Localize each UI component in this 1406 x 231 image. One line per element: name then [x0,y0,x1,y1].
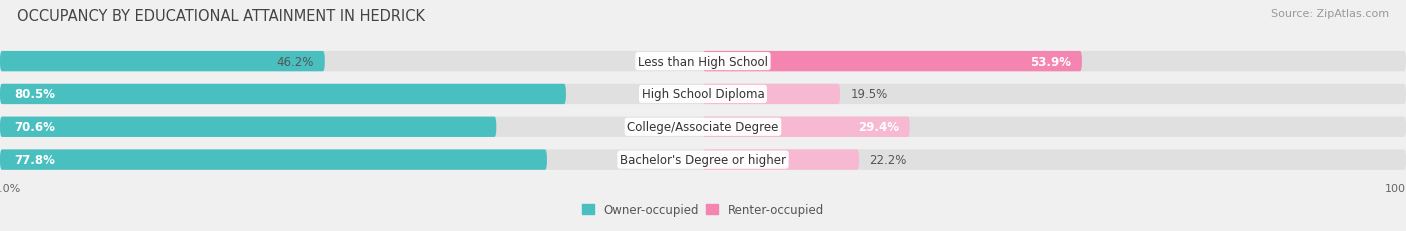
Text: 29.4%: 29.4% [858,121,900,134]
Text: OCCUPANCY BY EDUCATIONAL ATTAINMENT IN HEDRICK: OCCUPANCY BY EDUCATIONAL ATTAINMENT IN H… [17,9,425,24]
Text: 22.2%: 22.2% [869,153,907,166]
FancyBboxPatch shape [703,84,841,105]
Legend: Owner-occupied, Renter-occupied: Owner-occupied, Renter-occupied [579,201,827,219]
FancyBboxPatch shape [0,117,496,137]
Text: College/Associate Degree: College/Associate Degree [627,121,779,134]
FancyBboxPatch shape [703,150,859,170]
FancyBboxPatch shape [703,52,1083,72]
Text: Bachelor's Degree or higher: Bachelor's Degree or higher [620,153,786,166]
Text: 19.5%: 19.5% [851,88,887,101]
FancyBboxPatch shape [703,117,910,137]
Text: 53.9%: 53.9% [1031,55,1071,68]
Text: 46.2%: 46.2% [277,55,315,68]
FancyBboxPatch shape [0,150,1406,170]
FancyBboxPatch shape [0,52,325,72]
Text: Less than High School: Less than High School [638,55,768,68]
Text: 80.5%: 80.5% [14,88,55,101]
FancyBboxPatch shape [0,84,565,105]
FancyBboxPatch shape [0,117,1406,137]
FancyBboxPatch shape [0,52,1406,72]
Text: Source: ZipAtlas.com: Source: ZipAtlas.com [1271,9,1389,19]
Text: High School Diploma: High School Diploma [641,88,765,101]
FancyBboxPatch shape [0,150,547,170]
FancyBboxPatch shape [0,84,1406,105]
Text: 77.8%: 77.8% [14,153,55,166]
Text: 70.6%: 70.6% [14,121,55,134]
